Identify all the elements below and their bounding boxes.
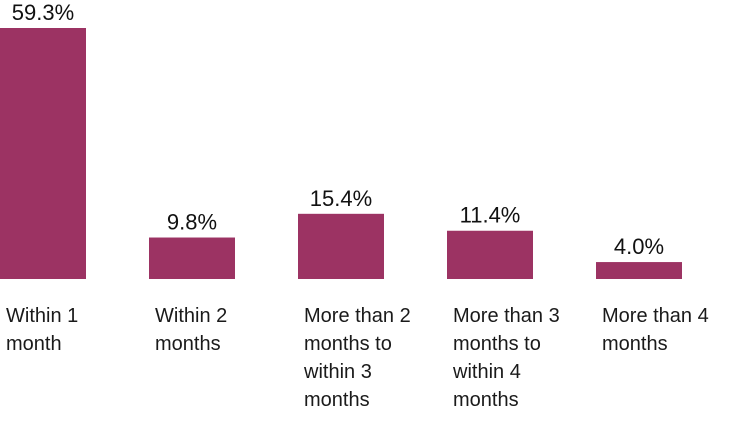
category-label-5: More than 4 months bbox=[602, 305, 709, 355]
bars-group bbox=[0, 28, 682, 279]
value-label-3: 15.4% bbox=[310, 186, 372, 211]
bar-4 bbox=[447, 230, 533, 279]
category-label-4: More than 3 months to within 4 months bbox=[453, 305, 560, 411]
value-label-2: 9.8% bbox=[167, 210, 217, 235]
value-label-1: 59.3% bbox=[12, 0, 74, 25]
category-label-1: Within 1 month bbox=[6, 305, 79, 355]
category-label-2: Within 2 months bbox=[155, 305, 228, 355]
value-label-4: 11.4% bbox=[460, 203, 521, 228]
category-label-3: More than 2 months to within 3 months bbox=[304, 305, 411, 411]
bar-1 bbox=[0, 28, 86, 279]
bar-2 bbox=[149, 237, 235, 279]
bar-3 bbox=[298, 213, 384, 279]
value-label-5: 4.0% bbox=[614, 234, 664, 259]
bar-5 bbox=[596, 262, 682, 279]
value-labels-group: 59.3% 9.8% 15.4% 11.4% 4.0% bbox=[12, 0, 664, 259]
